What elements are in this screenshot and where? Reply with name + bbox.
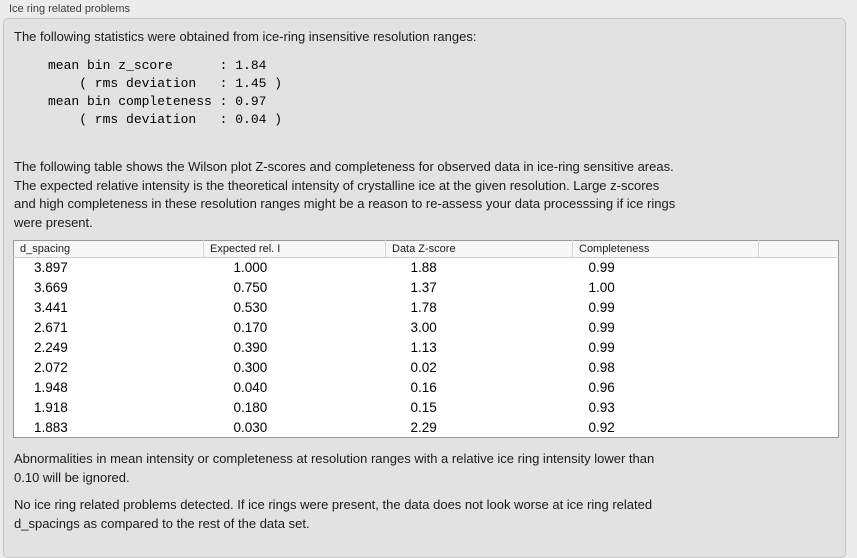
mono-line: ( rms deviation : 1.45 ) — [48, 76, 283, 91]
column-header-d-spacing[interactable]: d_spacing — [13, 240, 204, 258]
table-cell-filler — [759, 338, 839, 358]
table-cell-filler — [759, 318, 839, 338]
table-cell: 0.15 — [410, 400, 437, 415]
abnormalities-note: Abnormalities in mean intensity or compl… — [14, 450, 654, 487]
table-cell: 3.00 — [410, 320, 437, 335]
table-cell-filler — [759, 418, 839, 438]
table-cell: 0.92 — [588, 419, 615, 435]
text-line: The following table shows the Wilson plo… — [14, 159, 674, 174]
table-cell: 0.16 — [410, 380, 437, 395]
table-body: 3.897 1.000 1.88 0.99 3.669 0.750 1.37 1.00 3.44… — [14, 258, 839, 438]
table-row[interactable]: 3.441 0.530 1.78 0.99 — [14, 298, 839, 318]
table-cell-filler — [759, 258, 839, 278]
table-cell: 0.030 — [233, 419, 268, 435]
table-cell: 0.98 — [588, 360, 615, 375]
group-box-title: Ice ring related problems — [9, 3, 131, 15]
stats-mono-block: mean bin z_score : 1.84 ( rms deviation … — [48, 57, 282, 129]
table-cell: 2.249 — [34, 340, 68, 355]
table-header-row: d_spacing Expected rel. I Data Z-score C… — [13, 240, 839, 258]
text-line: The following statistics were obtained f… — [14, 29, 477, 44]
table-cell: 3.669 — [34, 280, 68, 295]
ice-ring-table: d_spacing Expected rel. I Data Z-score C… — [13, 240, 839, 438]
table-cell: 0.170 — [233, 320, 268, 335]
table-cell: 1.948 — [34, 380, 68, 395]
column-header-data-z-score[interactable]: Data Z-score — [385, 240, 573, 258]
table-cell-filler — [759, 378, 839, 398]
table-cell: 1.883 — [34, 419, 68, 435]
table-cell: 0.530 — [233, 300, 268, 315]
text-line: were present. — [14, 214, 93, 230]
table-row[interactable]: 2.072 0.300 0.02 0.98 — [14, 358, 839, 378]
text-line: and high completeness in these resolutio… — [14, 196, 676, 211]
table-cell: 1.00 — [588, 280, 615, 295]
table-cell: 1.918 — [34, 400, 68, 415]
table-cell: 0.96 — [588, 380, 615, 395]
table-row[interactable]: 3.897 1.000 1.88 0.99 — [14, 258, 839, 278]
table-cell: 0.040 — [233, 380, 268, 395]
table-cell: 3.441 — [34, 300, 68, 315]
table-row[interactable]: 2.249 0.390 1.13 0.99 — [14, 338, 839, 358]
table-cell: 1.88 — [410, 260, 437, 276]
table-cell: 1.37 — [410, 280, 437, 295]
table-cell: 0.180 — [233, 400, 268, 415]
table-description: The following table shows the Wilson plo… — [14, 158, 675, 232]
table-cell: 2.072 — [34, 360, 68, 375]
table-cell: 1.000 — [233, 260, 268, 276]
table-cell: 0.02 — [410, 360, 437, 375]
table-cell: 0.300 — [233, 360, 268, 375]
mono-line: mean bin z_score : 1.84 — [48, 58, 267, 73]
table-cell-filler — [759, 298, 839, 318]
ice-ring-panel: { "panel": { "title": "Ice ring related … — [3, 3, 846, 558]
text-line: The expected relative intensity is the t… — [14, 177, 660, 193]
table-cell: 1.78 — [410, 300, 437, 315]
text-line: 0.10 will be ignored. — [14, 469, 130, 485]
table-cell: 0.390 — [233, 340, 268, 355]
table-row[interactable]: 2.671 0.170 3.00 0.99 — [14, 318, 839, 338]
column-header-filler — [758, 240, 839, 258]
table-row[interactable]: 1.918 0.180 0.15 0.93 — [14, 398, 839, 418]
text-line: No ice ring related problems detected. I… — [14, 497, 653, 512]
column-header-completeness[interactable]: Completeness — [572, 240, 759, 258]
table-cell: 0.99 — [588, 340, 615, 355]
text-line: d_spacings as compared to the rest of th… — [14, 515, 310, 531]
table-cell-filler — [759, 358, 839, 378]
mono-line: mean bin completeness : 0.97 — [48, 94, 267, 109]
table-cell: 0.93 — [588, 400, 615, 415]
table-row[interactable]: 1.948 0.040 0.16 0.96 — [14, 378, 839, 398]
text-line: Abnormalities in mean intensity or compl… — [14, 451, 655, 466]
table-cell: 1.13 — [410, 340, 437, 355]
column-header-expected-rel-i[interactable]: Expected rel. I — [203, 240, 386, 258]
table-row[interactable]: 1.883 0.030 2.29 0.92 — [14, 418, 839, 438]
table-cell-filler — [759, 398, 839, 418]
table-row[interactable]: 3.669 0.750 1.37 1.00 — [14, 278, 839, 298]
table-cell: 0.750 — [233, 280, 268, 295]
table-cell: 0.99 — [588, 300, 615, 315]
table-cell: 3.897 — [34, 260, 68, 276]
table-cell: 2.29 — [410, 419, 437, 435]
conclusion-note: No ice ring related problems detected. I… — [14, 496, 652, 533]
table-cell-filler — [759, 278, 839, 298]
table-cell: 0.99 — [588, 320, 615, 335]
table-cell: 0.99 — [588, 260, 615, 276]
mono-line: ( rms deviation : 0.04 ) — [48, 112, 283, 127]
table-cell: 2.671 — [34, 320, 68, 335]
stats-intro: The following statistics were obtained f… — [14, 29, 476, 45]
